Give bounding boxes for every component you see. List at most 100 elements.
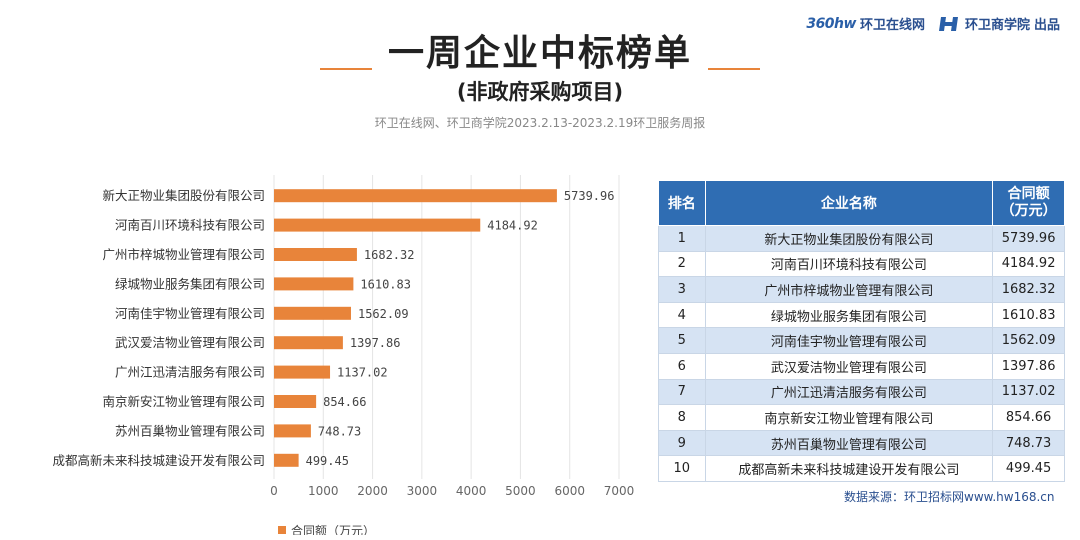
bar [274,395,317,408]
x-tick-label: 0 [270,484,278,498]
bar [274,336,343,350]
x-tick-label: 1000 [308,484,339,498]
cell-name: 南京新安江物业管理有限公司 [704,404,994,431]
cell-amount: 1562.09 [992,327,1065,354]
cell-amount: 1397.86 [992,352,1065,380]
header-name: 企业名称 [704,180,994,226]
bar [274,218,481,232]
bar [274,453,299,467]
category-label: 广州江迅清洁服务有限公司 [115,365,265,380]
cell-rank: 3 [658,276,706,303]
header-amount: 合同额 （万元） [992,180,1065,226]
category-label: 成都高新未来科技城建设开发有限公司 [52,453,265,468]
cell-name: 苏州百巢物业管理有限公司 [704,429,994,457]
source-line: 环卫在线网、环卫商学院2023.2.13-2023.2.19环卫服务周报 [374,116,706,130]
x-tick-label: 3000 [407,484,438,498]
category-label: 河南百川环境科技有限公司 [115,218,265,233]
data-label: 1682.32 [364,248,415,262]
cell-rank: 9 [658,429,706,457]
table-row: 5 河南佳宇物业管理有限公司 1562.09 [658,327,1065,354]
cell-name: 广州江迅清洁服务有限公司 [704,378,994,406]
cell-rank: 8 [658,404,706,431]
cell-amount: 4184.92 [992,250,1065,278]
table-row: 4 绿城物业服务集团有限公司 1610.83 [658,301,1065,329]
table-row: 1 新大正物业集团股份有限公司 5739.96 [658,225,1065,252]
table-row: 3 广州市梓城物业管理有限公司 1682.32 [658,276,1065,303]
x-tick-label: 6000 [554,484,585,498]
cell-rank: 4 [658,301,706,329]
data-source: 数据来源：环卫招标网www.hw168.cn [844,490,1055,504]
site-logo: 360hw 环卫在线网 [806,14,925,34]
data-label: 1562.09 [358,307,409,321]
header-amount-line2: （万元） [1000,203,1057,219]
cell-name: 广州市梓城物业管理有限公司 [704,276,994,303]
cell-rank: 1 [658,225,706,252]
cell-name: 新大正物业集团股份有限公司 [704,225,994,252]
cell-name: 绿城物业服务集团有限公司 [704,301,994,329]
bar [274,277,354,291]
cell-name: 河南佳宇物业管理有限公司 [704,327,994,354]
data-label: 499.45 [306,454,349,468]
x-tick-label: 7000 [604,484,635,498]
cell-rank: 10 [658,455,706,482]
category-label: 新大正物业集团股份有限公司 [102,188,265,203]
cell-amount: 5739.96 [992,225,1065,252]
bar [274,365,331,379]
data-label: 1397.86 [350,336,401,350]
table-body: 1 新大正物业集团股份有限公司 5739.96 2 河南百川环境科技有限公司 4184.9… [658,225,1065,482]
title-decoration-right [708,68,760,70]
data-label: 5739.96 [564,189,615,203]
cell-rank: 2 [658,250,706,278]
cell-name: 武汉爱洁物业管理有限公司 [704,352,994,380]
category-label: 河南佳宇物业管理有限公司 [115,306,265,321]
x-tick-label: 5000 [505,484,536,498]
cell-name: 河南百川环境科技有限公司 [704,250,994,278]
header-amount-line1: 合同额 [1007,186,1050,202]
legend-label: 合同额（万元） [291,523,375,535]
page-subtitle: (非政府采购项目) [456,80,624,104]
cell-amount: 748.73 [992,429,1065,457]
cell-rank: 5 [658,327,706,354]
cell-rank: 6 [658,352,706,380]
title-decoration-left [320,68,372,70]
category-label: 武汉爱洁物业管理有限公司 [115,335,265,350]
bar [274,424,311,438]
bar [274,189,557,203]
table-row: 10 成都高新未来科技城建设开发有限公司 499.45 [658,455,1065,482]
cell-name: 成都高新未来科技城建设开发有限公司 [704,455,994,482]
ranking-table: 排名 企业名称 合同额 （万元） 1 新大正物业集团股份有限公司 5739.96 2 河… [658,180,1065,482]
cell-amount: 854.66 [992,404,1065,431]
title-wrap: 一周企业中标榜单 [0,32,1080,76]
cell-rank: 7 [658,378,706,406]
data-label: 748.73 [318,424,361,438]
table-row: 7 广州江迅清洁服务有限公司 1137.02 [658,378,1065,406]
bar [274,306,351,320]
bar [274,248,357,261]
site-logo-mark: 360hw [806,15,856,32]
data-label: 1137.02 [337,366,388,380]
brand-suffix: 出品 [1033,18,1060,33]
cell-amount: 1610.83 [992,301,1065,329]
header-rank: 排名 [658,180,706,226]
table-row: 6 武汉爱洁物业管理有限公司 1397.86 [658,352,1065,380]
table-row: 2 河南百川环境科技有限公司 4184.92 [658,250,1065,278]
page-title: 一周企业中标榜单 [387,33,692,74]
data-label: 854.66 [323,395,366,409]
cell-amount: 1682.32 [992,276,1065,303]
school-name: 环卫商学院 [964,18,1030,33]
school-logo-icon [938,16,958,31]
brand-bar: 360hw 环卫在线网 环卫商学院 出品 [806,14,1060,34]
cell-amount: 1137.02 [992,378,1065,406]
x-tick-label: 4000 [456,484,487,498]
x-tick-label: 2000 [357,484,388,498]
category-label: 南京新安江物业管理有限公司 [102,394,265,409]
category-label: 绿城物业服务集团有限公司 [115,276,265,291]
category-label: 广州市梓城物业管理有限公司 [102,247,265,262]
table-row: 9 苏州百巢物业管理有限公司 748.73 [658,429,1065,457]
school-logo: 环卫商学院 出品 [938,14,1060,33]
table-header-row: 排名 企业名称 合同额 （万元） [658,180,1065,226]
category-label: 苏州百巢物业管理有限公司 [115,423,265,438]
site-name: 环卫在线网 [859,18,925,33]
data-label: 1610.83 [360,277,411,291]
table-row: 8 南京新安江物业管理有限公司 854.66 [658,404,1065,431]
